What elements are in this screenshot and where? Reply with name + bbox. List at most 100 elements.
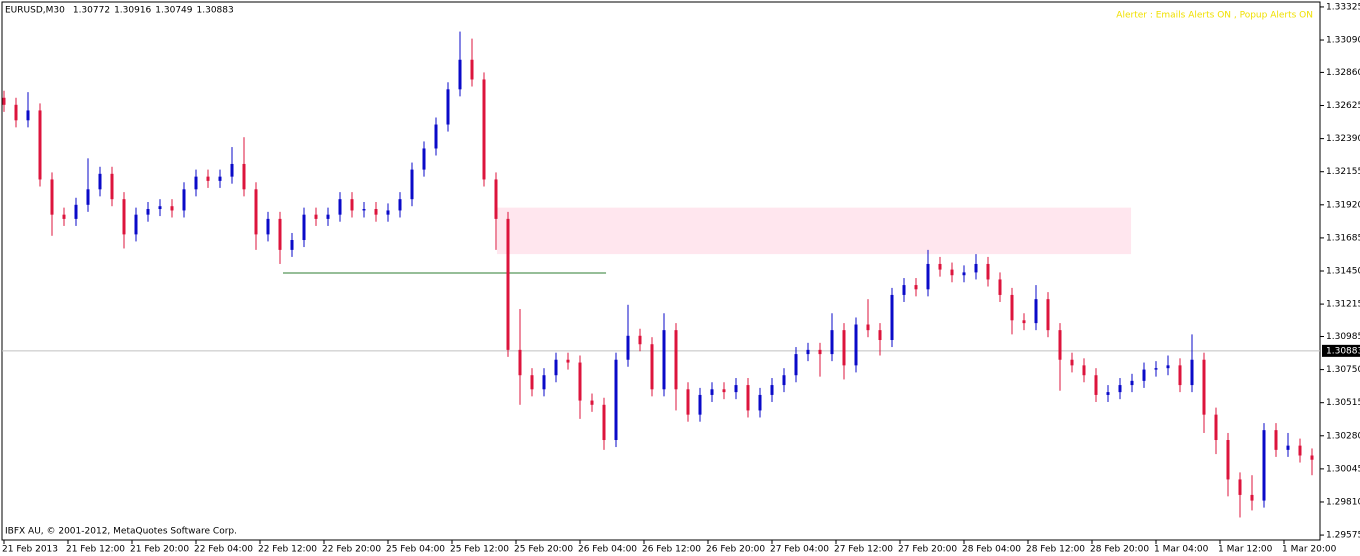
candle-body	[194, 176, 198, 190]
candle-body	[62, 214, 66, 219]
y-tick-label: 1.30045	[1326, 464, 1360, 474]
candle-body	[926, 263, 930, 290]
candle-body	[170, 206, 174, 211]
candle-body	[1274, 430, 1278, 450]
candle-body	[1310, 455, 1314, 460]
x-tick-label: 21 Feb 12:00	[66, 545, 125, 555]
candle-body	[230, 163, 234, 177]
candle-body	[326, 214, 330, 219]
candle-body	[110, 173, 114, 200]
candle-body	[470, 59, 474, 80]
candle-body	[1070, 359, 1074, 366]
candle-body	[134, 214, 138, 235]
candle-body	[590, 400, 594, 405]
candle-body	[686, 389, 690, 415]
candle-body	[674, 330, 678, 390]
y-tick-label: 1.31450	[1326, 267, 1360, 277]
candle-body	[602, 404, 606, 441]
candle-body	[314, 214, 318, 219]
candle-body	[842, 330, 846, 366]
x-tick-label: 22 Feb 20:00	[322, 545, 381, 555]
candle-body	[410, 169, 414, 200]
header-price: 1.30749	[155, 6, 192, 16]
candle-body	[1142, 369, 1146, 381]
candle-body	[1106, 392, 1110, 395]
x-tick-label: 27 Feb 12:00	[834, 545, 893, 555]
candle-body	[374, 209, 378, 215]
candle-body	[446, 89, 450, 125]
x-tick-label: 1 Mar 20:00	[1282, 545, 1337, 555]
candle-body	[398, 199, 402, 211]
x-tick-label: 28 Feb 04:00	[962, 545, 1021, 555]
candle-body	[710, 389, 714, 395]
candle-body	[494, 179, 498, 219]
candle-body	[254, 189, 258, 235]
x-tick-label: 25 Feb 12:00	[450, 545, 509, 555]
candle-body	[422, 148, 426, 170]
candle-body	[1190, 359, 1194, 386]
candle-body	[98, 173, 102, 190]
candle-body	[1214, 414, 1218, 441]
candle-body	[1094, 375, 1098, 395]
y-tick-label: 1.31920	[1326, 200, 1360, 210]
candle-body	[158, 206, 162, 210]
x-tick-label: 25 Feb 04:00	[386, 545, 445, 555]
candle-body	[266, 218, 270, 235]
candle-body	[146, 209, 150, 215]
candle-body	[122, 199, 126, 235]
candle-body	[278, 218, 282, 250]
candle-body	[866, 324, 870, 331]
zone	[496, 207, 1132, 255]
candle-body	[1010, 294, 1014, 321]
candle-body	[1118, 385, 1122, 393]
candle-body	[722, 389, 726, 393]
y-tick-label: 1.32390	[1326, 134, 1360, 144]
candle-body	[1166, 365, 1170, 369]
candle-body	[614, 359, 618, 441]
y-tick-label: 1.29810	[1326, 497, 1360, 507]
x-tick-label: 26 Feb 20:00	[706, 545, 765, 555]
candle-body	[962, 272, 966, 276]
x-tick-label: 28 Feb 20:00	[1090, 545, 1149, 555]
candle-body	[1202, 359, 1206, 415]
candle-body	[38, 110, 42, 180]
candle-body	[1286, 445, 1290, 450]
alert-text: Alerter : Emails Alerts ON , Popup Alert…	[1116, 11, 1313, 21]
candle-body	[554, 359, 558, 376]
candle-body	[854, 324, 858, 366]
candle-body	[1058, 330, 1062, 360]
candle-body	[806, 349, 810, 355]
candle-body	[518, 349, 522, 376]
candle-body	[290, 240, 294, 250]
candle-body	[566, 359, 570, 363]
candle-body	[242, 163, 246, 190]
header-price: 1.30916	[114, 6, 151, 16]
header-price: 1.30772	[73, 6, 110, 16]
candle-body	[902, 285, 906, 295]
candle-body	[818, 349, 822, 355]
x-tick-label: 26 Feb 12:00	[642, 545, 701, 555]
x-tick-label: 1 Mar 12:00	[1218, 545, 1273, 555]
candle-body	[890, 294, 894, 341]
y-tick-label: 1.31685	[1326, 233, 1360, 243]
candle-body	[386, 210, 390, 215]
y-tick-label: 1.31215	[1326, 300, 1360, 310]
x-tick-label: 22 Feb 12:00	[258, 545, 317, 555]
candle-body	[182, 189, 186, 211]
x-tick-label: 22 Feb 04:00	[194, 545, 253, 555]
price-label: 1.30883	[1326, 346, 1360, 356]
candle-body	[362, 209, 366, 211]
candle-body	[2, 97, 6, 105]
candle-body	[794, 354, 798, 376]
candle-body	[986, 263, 990, 280]
y-tick-label: 1.30280	[1326, 431, 1360, 441]
candle-body	[1262, 430, 1266, 501]
x-tick-label: 21 Feb 20:00	[130, 545, 189, 555]
candle-body	[878, 330, 882, 341]
candle-body	[638, 335, 642, 345]
candle-body	[1034, 299, 1038, 324]
candle-body	[1130, 380, 1134, 386]
symbol: EURUSD,M30	[5, 6, 65, 16]
